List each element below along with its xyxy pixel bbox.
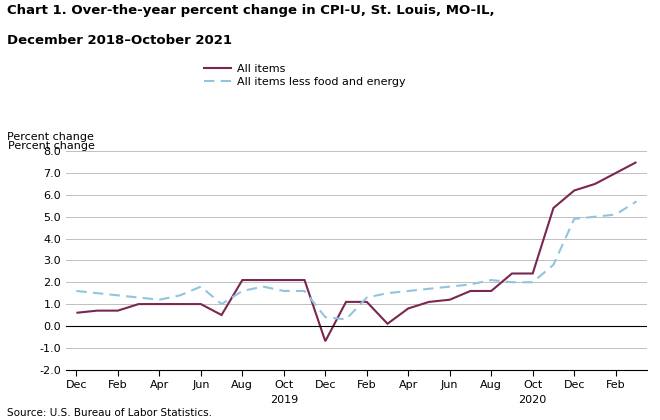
All items — [342, 299, 350, 304]
All items — [363, 299, 371, 304]
All items less food and energy — [218, 302, 226, 307]
All items less food and energy — [155, 297, 163, 302]
Text: Source: U.S. Bureau of Labor Statistics.: Source: U.S. Bureau of Labor Statistics. — [7, 408, 212, 418]
All items less food and energy — [238, 289, 246, 294]
All items — [467, 289, 475, 294]
All items less food and energy — [570, 216, 578, 221]
Text: December 2018–October 2021: December 2018–October 2021 — [7, 34, 232, 47]
Text: 2020: 2020 — [519, 395, 547, 404]
All items — [570, 188, 578, 193]
All items less food and energy — [446, 284, 453, 289]
All items — [197, 302, 205, 307]
All items — [135, 302, 143, 307]
All items less food and energy — [425, 286, 433, 291]
All items — [383, 321, 391, 326]
All items less food and energy — [280, 289, 288, 294]
All items — [300, 278, 308, 283]
Text: Percent change: Percent change — [7, 132, 94, 142]
All items less food and energy — [591, 214, 599, 219]
All items less food and energy — [321, 315, 329, 320]
All items less food and energy — [529, 280, 537, 285]
All items less food and energy — [93, 291, 101, 296]
All items less food and energy — [363, 295, 371, 300]
All items — [446, 297, 453, 302]
All items less food and energy — [342, 317, 350, 322]
All items less food and energy — [259, 284, 267, 289]
All items less food and energy — [632, 199, 640, 204]
All items — [487, 289, 495, 294]
All items — [280, 278, 288, 283]
All items — [114, 308, 122, 313]
All items — [632, 160, 640, 165]
All items — [550, 205, 558, 210]
All items less food and energy — [197, 284, 205, 289]
All items — [93, 308, 101, 313]
All items less food and energy — [612, 212, 620, 217]
Text: Chart 1. Over-the-year percent change in CPI-U, St. Louis, MO-IL,: Chart 1. Over-the-year percent change in… — [7, 4, 494, 17]
Text: 2019: 2019 — [270, 395, 298, 404]
All items less food and energy — [114, 293, 122, 298]
All items — [529, 271, 537, 276]
All items — [238, 278, 246, 283]
All items less food and energy — [73, 289, 81, 294]
All items — [591, 181, 599, 186]
Line: All items: All items — [77, 162, 636, 341]
Line: All items less food and energy: All items less food and energy — [77, 202, 636, 319]
All items less food and energy — [300, 289, 308, 294]
All items less food and energy — [508, 280, 516, 285]
Text: Percent change: Percent change — [8, 141, 95, 151]
All items — [176, 302, 184, 307]
All items — [405, 306, 412, 311]
All items less food and energy — [550, 262, 558, 267]
All items — [425, 299, 433, 304]
All items less food and energy — [405, 289, 412, 294]
Legend: All items, All items less food and energy: All items, All items less food and energ… — [203, 64, 405, 87]
All items — [321, 339, 329, 344]
All items less food and energy — [135, 295, 143, 300]
All items — [612, 171, 620, 176]
All items — [218, 312, 226, 318]
All items — [508, 271, 516, 276]
All items — [259, 278, 267, 283]
All items less food and energy — [383, 291, 391, 296]
All items less food and energy — [487, 278, 495, 283]
All items less food and energy — [176, 293, 184, 298]
All items — [155, 302, 163, 307]
All items less food and energy — [467, 282, 475, 287]
All items — [73, 310, 81, 315]
